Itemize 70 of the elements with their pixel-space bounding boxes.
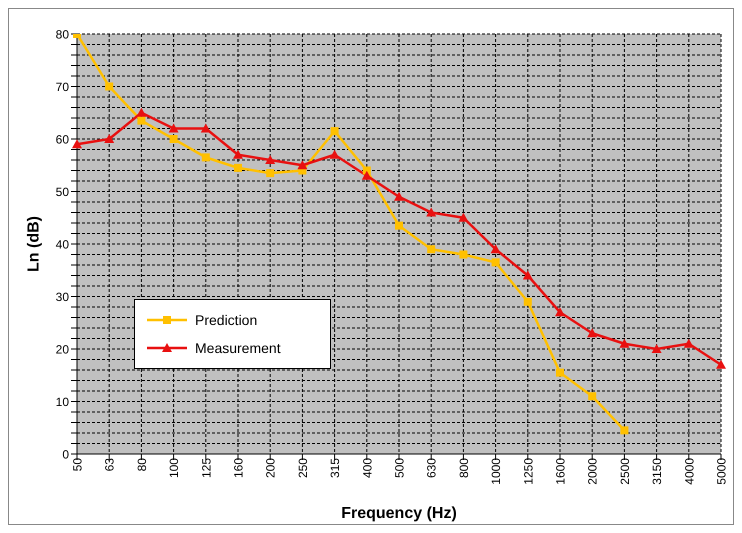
point <box>395 222 403 230</box>
y-tick-label: 80 <box>56 27 70 42</box>
x-tick-label: 800 <box>456 458 471 478</box>
point <box>394 192 404 201</box>
point <box>587 328 598 338</box>
point <box>330 150 340 159</box>
point <box>136 108 146 117</box>
point <box>170 135 178 143</box>
point <box>202 153 210 162</box>
point <box>652 344 662 353</box>
legend-label: Measurement <box>195 340 281 356</box>
point <box>233 150 243 159</box>
point <box>458 212 468 222</box>
x-tick-label: 80 <box>134 458 149 472</box>
y-tick-label: 10 <box>56 394 70 409</box>
x-tick-label: 63 <box>102 458 117 472</box>
x-tick-label: 2500 <box>618 458 632 485</box>
x-tick-label: 4000 <box>682 458 696 485</box>
x-tick-label: 1250 <box>521 458 536 485</box>
point <box>619 338 630 348</box>
x-tick-label: 500 <box>392 458 407 478</box>
y-tick-label: 70 <box>56 80 70 94</box>
x-tick-label: 1000 <box>489 458 504 485</box>
x-tick-label: 400 <box>360 458 374 478</box>
x-tick-label: 50 <box>70 458 85 472</box>
legend-label: Prediction <box>195 312 258 328</box>
point <box>427 245 436 254</box>
point <box>426 208 436 216</box>
point <box>490 244 501 254</box>
x-tick-label: 315 <box>328 458 342 478</box>
x-tick-label: 200 <box>264 458 278 478</box>
x-tick-label: 250 <box>296 458 310 478</box>
point <box>137 116 146 125</box>
y-tick-label: 40 <box>56 237 70 252</box>
x-axis-title: Frequency (Hz) <box>341 505 457 522</box>
point <box>555 307 565 316</box>
point <box>492 258 500 266</box>
point <box>234 164 242 172</box>
point <box>200 124 211 132</box>
point <box>104 134 114 143</box>
y-tick-label: 60 <box>56 132 70 146</box>
point <box>105 82 114 90</box>
point <box>265 155 276 164</box>
point <box>72 139 82 148</box>
x-tick-label: 2000 <box>586 458 600 485</box>
point <box>684 338 694 348</box>
point <box>716 360 726 369</box>
point <box>522 270 533 280</box>
x-tick-label: 5000 <box>714 458 729 485</box>
point <box>620 426 628 434</box>
y-tick-label: 20 <box>56 342 70 356</box>
y-tick-label: 0 <box>62 447 70 462</box>
y-axis-title: Ln (dB) <box>26 216 43 272</box>
point <box>524 298 532 306</box>
x-tick-label: 630 <box>424 458 439 478</box>
x-tick-label: 3150 <box>650 458 664 485</box>
point <box>297 160 308 170</box>
x-tick-label: 1600 <box>554 458 568 485</box>
x-tick-label: 160 <box>232 458 246 478</box>
point <box>330 127 339 136</box>
y-tick-label: 50 <box>56 184 70 199</box>
y-tick-label: 30 <box>56 290 70 304</box>
x-tick-label: 100 <box>167 458 182 478</box>
point <box>362 170 372 180</box>
point <box>266 169 274 178</box>
point <box>556 368 564 377</box>
point <box>588 392 596 400</box>
x-tick-label: 125 <box>199 458 214 478</box>
point <box>168 124 179 132</box>
point <box>459 250 468 258</box>
